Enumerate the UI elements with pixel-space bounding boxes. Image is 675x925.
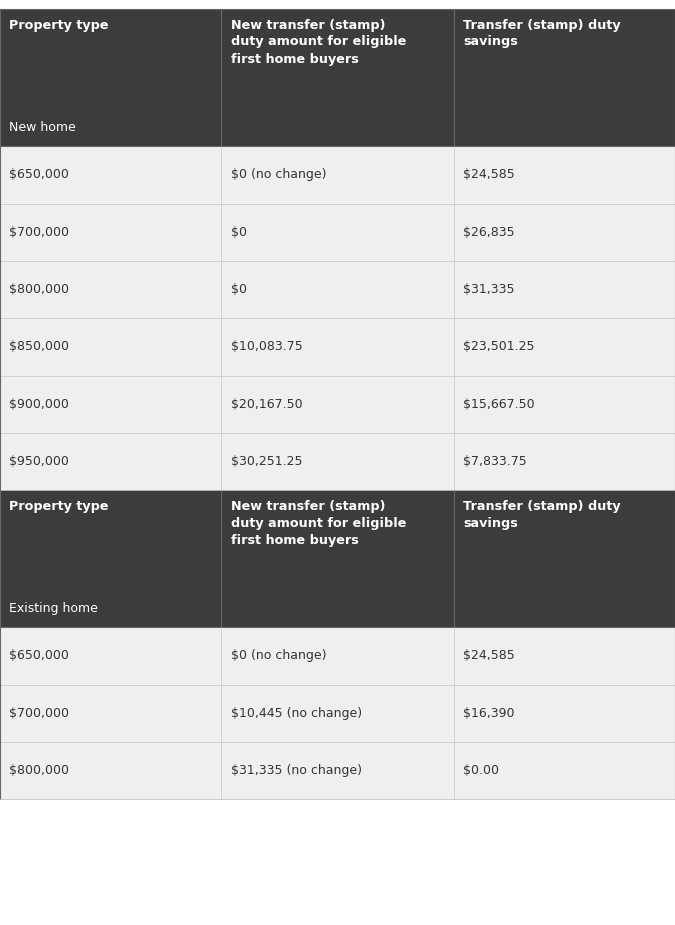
Bar [454,9,675,146]
Bar [0,204,221,261]
Bar [454,433,675,490]
Text: Transfer (stamp) duty
savings: Transfer (stamp) duty savings [463,500,621,529]
Bar [454,204,675,261]
Bar [0,627,221,684]
Bar [0,742,221,799]
Text: $31,335 (no change): $31,335 (no change) [231,764,362,777]
Text: $26,835: $26,835 [463,226,514,239]
Bar [221,376,454,433]
Bar [221,261,454,318]
Bar [454,684,675,742]
Bar [0,376,221,433]
Text: $31,335: $31,335 [463,283,514,296]
Text: $0: $0 [231,226,247,239]
Bar [221,9,454,146]
Text: New transfer (stamp)
duty amount for eligible
first home buyers: New transfer (stamp) duty amount for eli… [231,500,406,547]
Bar [0,318,221,376]
Text: $10,083.75: $10,083.75 [231,340,302,353]
Bar [221,627,454,684]
Text: $0 (no change): $0 (no change) [231,168,326,181]
Text: $24,585: $24,585 [463,649,515,662]
Text: $0 (no change): $0 (no change) [231,649,326,662]
Text: Existing home: Existing home [9,602,99,615]
Bar [221,204,454,261]
Bar [0,9,221,146]
Bar [0,684,221,742]
Text: $30,251.25: $30,251.25 [231,455,302,468]
Text: $10,445 (no change): $10,445 (no change) [231,707,362,720]
Text: $700,000: $700,000 [9,707,70,720]
Text: $15,667.50: $15,667.50 [463,398,535,411]
Bar [0,490,221,627]
Text: Property type: Property type [9,18,109,31]
Text: $900,000: $900,000 [9,398,70,411]
Bar [0,261,221,318]
Bar [454,490,675,627]
Bar [454,261,675,318]
Text: Property type: Property type [9,500,109,512]
Text: $24,585: $24,585 [463,168,515,181]
Bar [221,318,454,376]
Text: $0.00: $0.00 [463,764,499,777]
Bar [221,490,454,627]
Bar [221,433,454,490]
Text: $23,501.25: $23,501.25 [463,340,535,353]
Bar [454,742,675,799]
Text: $16,390: $16,390 [463,707,514,720]
Bar [454,627,675,684]
Bar [454,376,675,433]
Bar [221,684,454,742]
Text: $950,000: $950,000 [9,455,70,468]
Text: Transfer (stamp) duty
savings: Transfer (stamp) duty savings [463,18,621,48]
Text: $20,167.50: $20,167.50 [231,398,302,411]
Text: $650,000: $650,000 [9,649,70,662]
Bar [0,433,221,490]
Bar [454,318,675,376]
Text: $0: $0 [231,283,247,296]
Bar [221,742,454,799]
Text: $850,000: $850,000 [9,340,70,353]
Text: New transfer (stamp)
duty amount for eligible
first home buyers: New transfer (stamp) duty amount for eli… [231,18,406,66]
Bar [221,146,454,204]
Bar [454,146,675,204]
Text: New home: New home [9,121,76,134]
Text: $800,000: $800,000 [9,764,70,777]
Text: $700,000: $700,000 [9,226,70,239]
Text: $800,000: $800,000 [9,283,70,296]
Text: $7,833.75: $7,833.75 [463,455,526,468]
Bar [0,146,221,204]
Text: $650,000: $650,000 [9,168,70,181]
